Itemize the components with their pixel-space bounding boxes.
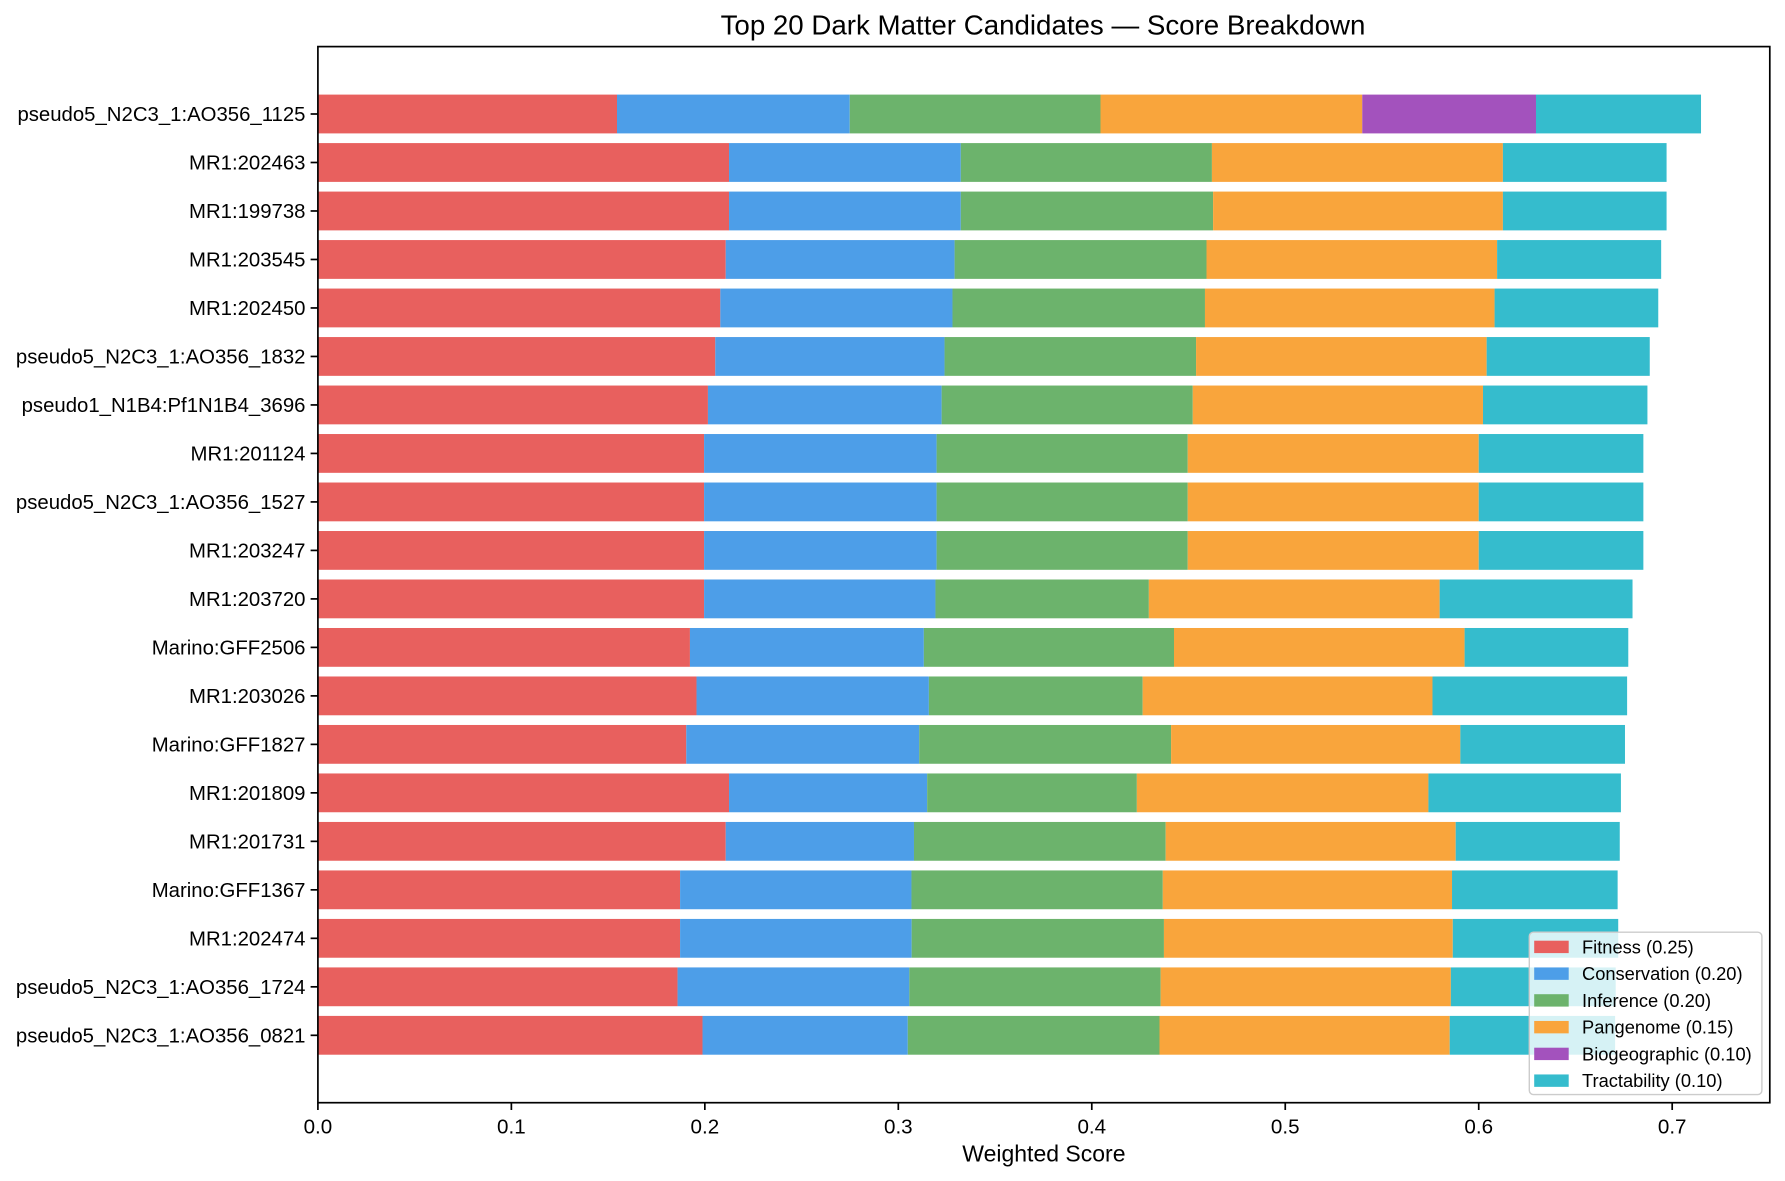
svg-text:Fitness (0.25): Fitness (0.25): [1582, 936, 1694, 957]
svg-text:MR1:199738: MR1:199738: [189, 201, 306, 223]
svg-text:MR1:202474: MR1:202474: [189, 929, 306, 951]
svg-text:Pangenome (0.15): Pangenome (0.15): [1582, 1017, 1733, 1038]
svg-text:pseudo5_N2C3_1:AO356_1832: pseudo5_N2C3_1:AO356_1832: [16, 347, 306, 369]
svg-text:MR1:203545: MR1:203545: [189, 250, 306, 272]
svg-text:Biogeographic (0.10): Biogeographic (0.10): [1582, 1043, 1752, 1064]
svg-text:pseudo1_N1B4:Pf1N1B4_3696: pseudo1_N1B4:Pf1N1B4_3696: [22, 395, 306, 417]
svg-text:MR1:202463: MR1:202463: [189, 153, 306, 175]
svg-text:MR1:203720: MR1:203720: [189, 589, 306, 611]
svg-text:0.6: 0.6: [1464, 1116, 1493, 1139]
svg-text:MR1:201809: MR1:201809: [189, 783, 306, 805]
svg-text:0.1: 0.1: [497, 1116, 526, 1139]
svg-text:MR1:201124: MR1:201124: [191, 444, 306, 466]
svg-text:pseudo5_N2C3_1:AO356_1724: pseudo5_N2C3_1:AO356_1724: [16, 977, 306, 999]
svg-text:MR1:203026: MR1:203026: [189, 686, 306, 708]
svg-text:Top 20 Dark Matter Candidates: Top 20 Dark Matter Candidates — Score Br…: [721, 10, 1366, 41]
svg-text:0.0: 0.0: [304, 1116, 333, 1139]
svg-text:MR1:203247: MR1:203247: [189, 541, 306, 563]
svg-text:Marino:GFF1827: Marino:GFF1827: [152, 735, 306, 757]
svg-text:Conservation (0.20): Conservation (0.20): [1582, 963, 1743, 984]
svg-text:0.3: 0.3: [884, 1116, 913, 1139]
svg-text:MR1:202450: MR1:202450: [189, 298, 306, 320]
svg-text:pseudo5_N2C3_1:AO356_1527: pseudo5_N2C3_1:AO356_1527: [16, 492, 306, 514]
svg-text:pseudo5_N2C3_1:AO356_0821: pseudo5_N2C3_1:AO356_0821: [16, 1026, 306, 1048]
svg-text:pseudo5_N2C3_1:AO356_1125: pseudo5_N2C3_1:AO356_1125: [17, 104, 305, 126]
svg-text:0.7: 0.7: [1658, 1116, 1687, 1139]
svg-text:Marino:GFF2506: Marino:GFF2506: [152, 638, 306, 660]
svg-text:Inference (0.20): Inference (0.20): [1582, 990, 1711, 1011]
svg-text:MR1:201731: MR1:201731: [189, 832, 306, 854]
svg-text:Marino:GFF1367: Marino:GFF1367: [152, 880, 306, 902]
svg-text:Tractability (0.10): Tractability (0.10): [1582, 1070, 1723, 1091]
svg-text:Weighted Score: Weighted Score: [962, 1141, 1125, 1167]
svg-text:0.2: 0.2: [691, 1116, 720, 1139]
svg-text:0.5: 0.5: [1271, 1116, 1300, 1139]
svg-text:0.4: 0.4: [1077, 1116, 1106, 1139]
